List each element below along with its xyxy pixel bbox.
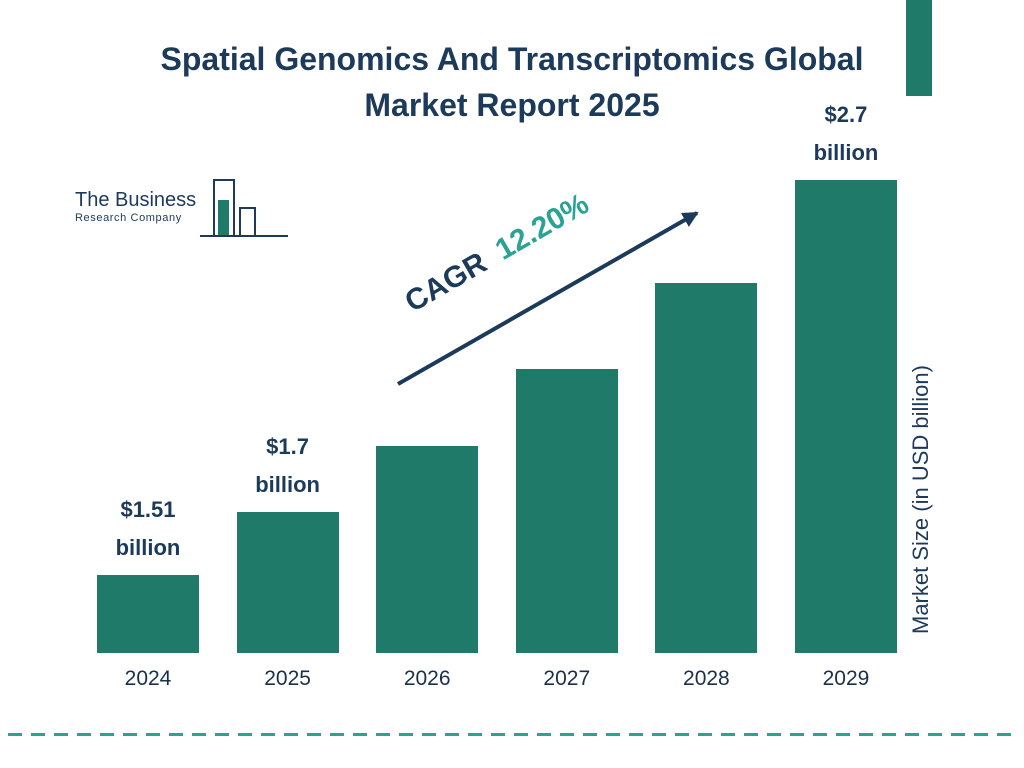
right-top-accent-bar [906, 0, 932, 96]
x-axis-label-2025: 2025 [264, 667, 311, 690]
bar-value-label: $1.7 billion [255, 434, 320, 497]
bar-column-2029: $2.7 billion 2029 [794, 96, 897, 693]
bar-value-label: $2.7 billion [813, 102, 879, 165]
x-axis-label-2027: 2027 [543, 667, 591, 690]
logo: The Business Research Company [75, 178, 290, 242]
bar-2026 [376, 446, 479, 653]
bar-2024 [97, 575, 199, 653]
chart-title: Spatial Genomics And Transcriptomics Glo… [0, 36, 1024, 128]
bar-2025 [236, 512, 339, 653]
bar-column-2028: 2028 [655, 199, 758, 693]
chart-title-line2: Market Report 2025 [364, 87, 660, 123]
logo-text-line1: The Business [75, 189, 197, 211]
bar-column-2027: 2027 [515, 285, 618, 693]
bar-2029 [794, 180, 897, 653]
logo-bar-chart-icon [200, 179, 289, 237]
bar-2028 [655, 283, 758, 653]
x-axis-label-2028: 2028 [683, 667, 730, 690]
bar-column-2026: 2026 [376, 362, 479, 693]
x-axis-label-2029: 2029 [822, 667, 870, 690]
bar-value-label: $1.51 billion [115, 497, 181, 560]
bar-column-2024: $1.51 billion 2024 [97, 491, 199, 693]
bar-2027 [515, 369, 618, 653]
bottom-dashed-divider [8, 733, 1016, 736]
bar-chart: $1.51 billion 2024 $1.7 billion 2025 2026 2027 2… [97, 96, 897, 693]
x-axis-label-2026: 2026 [403, 667, 451, 690]
bar-column-2025: $1.7 billion 2025 [236, 428, 339, 693]
x-axis-label-2024: 2024 [124, 667, 172, 690]
y-axis-title: Market Size (in USD billion) [908, 365, 933, 635]
logo-text: The Business Research Company [75, 189, 196, 242]
chart-title-line1: Spatial Genomics And Transcriptomics Glo… [160, 41, 864, 77]
logo-text-line2: Research Company [75, 212, 182, 224]
